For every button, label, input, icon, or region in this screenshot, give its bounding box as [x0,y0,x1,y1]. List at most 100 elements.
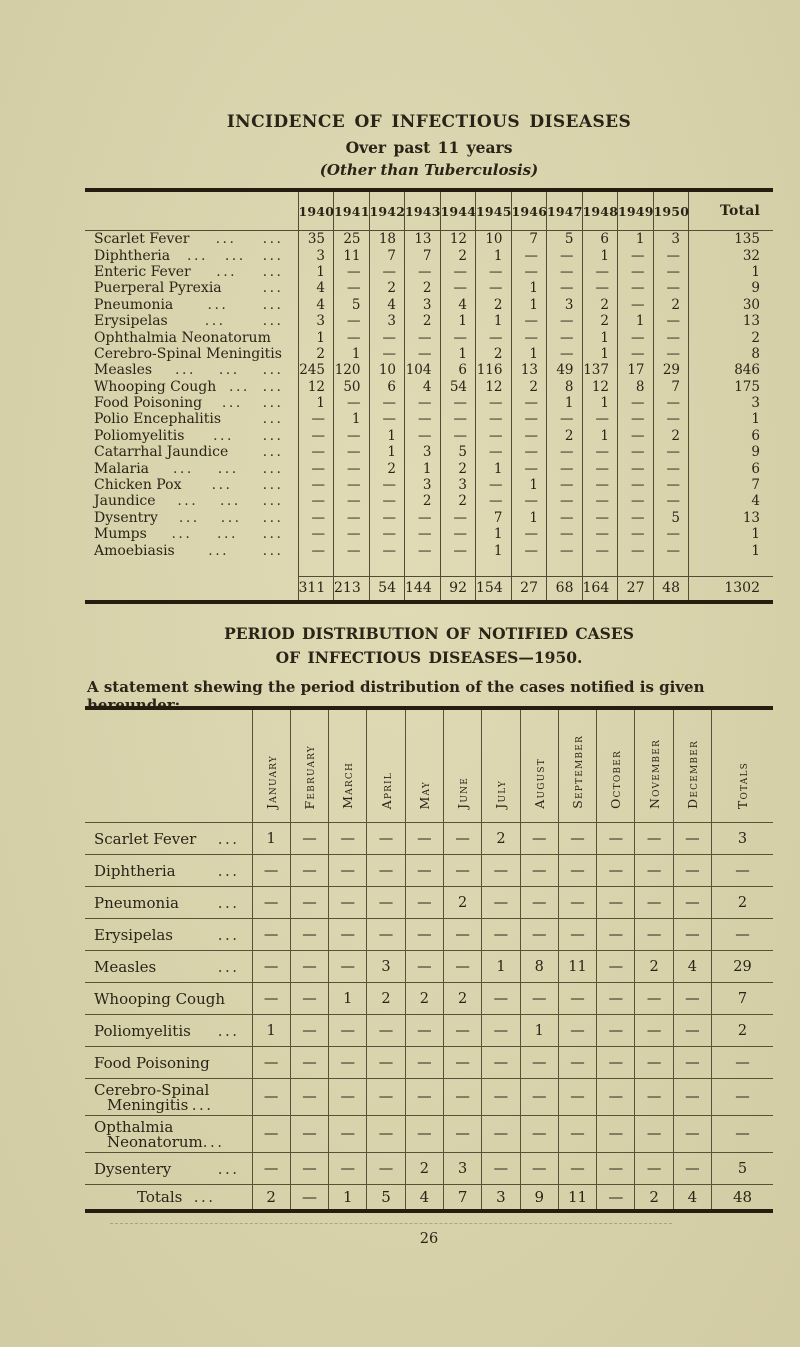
value-cell: — [251,1152,291,1185]
value-cell: 2 [481,822,521,855]
table-row: Whooping Cough...... 12 50 6 4 54 12 2 8 12 8 7 175 [85,378,773,395]
value-cell: — [333,444,369,461]
total-header: Total [688,190,773,231]
disease-name-line2: Meningitis [107,1096,189,1114]
value-cell: 2 [546,427,582,445]
value-cell: — [442,854,482,887]
column-total-cell: 54 [368,575,405,602]
disease-label: Ophthalmia Neonatorum [85,330,298,346]
value-cell: — [333,263,369,281]
value-cell: 1 [581,427,618,445]
disease-label: Enteric Fever...... [85,264,298,280]
value-cell: — [617,542,653,559]
table-row: Jaundice......... — — —2 2— — — — — —4 [85,493,773,510]
disease-name: Puerperal Pyrexia [94,280,222,297]
dot-leader: ... [220,509,242,526]
totals-label-cell: Totals... [85,1184,252,1211]
page-subtitle: Over past 11 years [345,138,513,157]
value-cell: — [439,509,476,527]
value-cell: 1 [297,263,334,281]
value-cell: — [404,1078,444,1116]
value-cell: — [481,1014,521,1047]
value-cell: 17 [617,362,653,379]
value-cell: 12 [475,378,511,395]
dot-leader: ... [262,493,284,510]
value-cell: 11 [333,247,369,264]
value-cell: 25 [333,230,369,248]
value-cell: — [333,394,369,412]
disease-name: Measles [94,362,153,379]
incidence-header-row: 1940 1941 1942 1943 1944 1945 1946 1947 1948 1949… [85,190,773,231]
disease-name: Diphtheria [94,247,171,264]
value-cell: — [297,444,334,461]
value-cell: — [652,394,689,412]
value-cell: — [366,1046,406,1079]
table-row: Mumps......... — — — — —1— — — — —1 [85,526,773,543]
value-cell: 2 [634,950,674,983]
value-cell: — [510,394,547,412]
value-cell: — [510,247,547,264]
value-cell: — [439,394,476,412]
value-cell: — [519,1046,559,1079]
disease-label: Poliomyelitis...... [85,428,298,444]
value-cell: — [519,886,559,919]
value-cell: 7 [510,230,547,248]
spacer-cell [475,558,511,577]
month-header: June [442,708,482,823]
disease-label-cell: Jaundice......... [85,493,298,509]
value-cell: 1 [404,460,440,477]
incidence-table: 1940 1941 1942 1943 1944 1945 1946 1947 1948 1949… [85,188,773,604]
disease-name: Opthalmia [94,1118,174,1136]
value-cell: 2 [366,982,406,1015]
value-cell: — [652,312,689,330]
dot-leader: ... [262,395,284,412]
disease-name: Enteric Fever [94,263,191,280]
dot-leader: ... [262,296,284,313]
value-cell: — [581,280,618,297]
disease-label-cell: Dysentery... [85,1152,252,1185]
dot-leader: ... [217,957,240,976]
value-cell: 1 [439,312,476,330]
value-cell: — [481,1115,521,1153]
spacer-cell [617,558,653,577]
value-cell: 3 [652,230,689,248]
value-cell: 13 [404,230,440,248]
table-row: Measles......... 245 120 10 104 6 116 13 49 137 17… [85,362,773,379]
value-cell: — [652,329,689,346]
row-total-cell: 135 [688,230,773,248]
value-cell: 2 [404,312,440,330]
value-cell: — [672,1115,712,1153]
month-header: March [328,708,367,823]
value-cell: 1 [581,329,618,346]
value-cell: 2 [439,460,476,477]
value-cell: — [617,444,653,461]
spacer-row [85,558,773,577]
value-cell: — [404,1046,444,1079]
value-cell: 2 [581,312,618,330]
month-header-text: February [301,744,317,809]
value-cell: 7 [475,509,511,527]
value-cell: — [475,329,511,346]
value-cell: — [617,345,653,363]
disease-name: Poliomyelitis [94,427,185,444]
disease-name: Food Poisoning [94,395,203,412]
month-header: May [404,708,444,823]
value-cell: 2 [404,493,440,510]
disease-label: Scarlet Fever...... [85,231,298,247]
value-cell: — [546,247,582,264]
value-cell: — [475,263,511,281]
disease-name: Pneumonia [94,893,179,912]
value-cell: — [328,1046,367,1079]
value-cell: — [596,1152,635,1185]
dot-leader: ... [262,378,284,395]
disease-label: Food Poisoning [85,1054,252,1072]
row-total-cell: 1 [688,411,773,428]
disease-label: Poliomyelitis... [85,1022,252,1040]
dot-leader: ... [211,477,233,494]
table-row: Erysipelas...... 3—3 2 1 1— —2 1—13 [85,312,773,330]
monthly-totals-row: Totals... 2—1 5 4 7 3 9 11—2 4 48 [85,1184,773,1211]
row-total-cell: 7 [688,476,773,494]
disease-label-cell: Polio Encephalitis... [85,411,298,427]
value-cell: — [442,918,482,951]
page-subtitle-note: (Other than Tuberculosis) [319,161,539,179]
